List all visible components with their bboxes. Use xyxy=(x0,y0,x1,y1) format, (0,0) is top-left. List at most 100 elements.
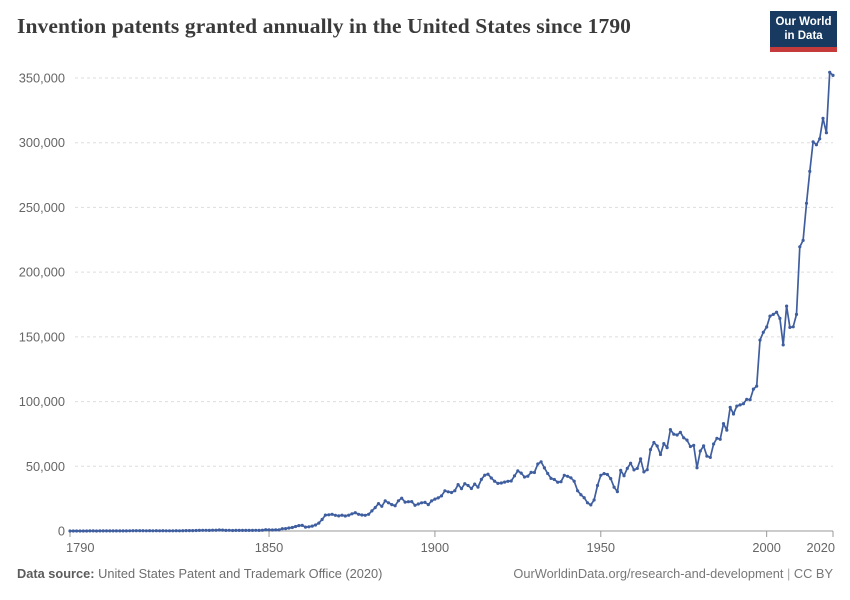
data-point xyxy=(317,521,321,525)
data-source: Data source: United States Patent and Tr… xyxy=(17,566,382,581)
data-point xyxy=(303,525,308,529)
data-point xyxy=(280,527,284,531)
data-point xyxy=(708,455,712,459)
x-axis-tick-label: 2020 xyxy=(807,540,835,555)
data-point xyxy=(748,398,752,402)
license-label: CC BY xyxy=(793,566,833,581)
data-point xyxy=(668,428,673,432)
data-point xyxy=(715,436,719,440)
data-point xyxy=(731,412,736,416)
data-point xyxy=(436,496,440,500)
data-point xyxy=(333,513,337,517)
data-point xyxy=(307,525,311,529)
data-point xyxy=(98,529,102,533)
data-point xyxy=(473,482,477,486)
data-point xyxy=(775,310,779,314)
data-point xyxy=(718,437,722,441)
data-point xyxy=(274,528,278,532)
data-point xyxy=(566,474,570,478)
data-point xyxy=(439,494,444,498)
data-point xyxy=(658,452,663,457)
data-point xyxy=(546,471,550,476)
data-point xyxy=(264,528,268,532)
data-point xyxy=(257,528,261,533)
data-point xyxy=(665,446,669,450)
data-point xyxy=(585,501,590,505)
data-point xyxy=(320,517,324,522)
data-source-value: United States Patent and Trademark Offic… xyxy=(94,566,383,581)
data-point xyxy=(476,485,480,489)
data-point xyxy=(433,497,437,501)
data-point xyxy=(629,461,633,465)
data-point xyxy=(327,513,331,517)
data-point xyxy=(814,143,819,147)
data-point xyxy=(828,70,832,74)
data-point xyxy=(456,483,460,487)
data-point xyxy=(81,529,85,533)
data-point xyxy=(204,528,208,532)
data-point xyxy=(529,470,533,474)
data-point xyxy=(758,338,762,342)
data-point xyxy=(400,496,404,500)
data-point xyxy=(244,528,248,533)
data-point xyxy=(410,500,414,504)
x-axis-tick-label: 1900 xyxy=(421,540,449,555)
y-axis-tick-label: 0 xyxy=(58,524,65,539)
owid-link[interactable]: OurWorldinData.org/research-and-developm… xyxy=(513,566,784,581)
data-point xyxy=(363,513,367,517)
data-point xyxy=(798,245,802,249)
data-point xyxy=(751,387,756,391)
x-axis-tick-label: 2000 xyxy=(752,540,780,555)
data-point xyxy=(705,454,709,458)
data-point xyxy=(463,482,467,486)
data-point xyxy=(71,529,75,533)
data-point xyxy=(755,384,759,388)
data-point xyxy=(811,140,815,144)
data-point xyxy=(556,480,560,484)
x-axis-tick-label: 1950 xyxy=(587,540,615,555)
data-point xyxy=(466,483,470,488)
data-point xyxy=(337,514,341,518)
data-point xyxy=(194,528,198,533)
data-point xyxy=(785,304,789,308)
data-point xyxy=(648,448,653,452)
data-point xyxy=(386,501,391,505)
data-point xyxy=(771,312,775,316)
data-point xyxy=(738,403,742,407)
data-point xyxy=(735,404,739,408)
data-point xyxy=(94,529,99,533)
data-point xyxy=(712,442,716,446)
data-point xyxy=(662,442,666,446)
data-point xyxy=(569,476,573,480)
data-point xyxy=(191,529,195,533)
data-point xyxy=(201,528,205,532)
data-point xyxy=(572,479,576,483)
data-point xyxy=(413,503,417,507)
data-point xyxy=(144,529,148,533)
data-point xyxy=(612,485,616,489)
data-point xyxy=(559,480,563,484)
data-point xyxy=(124,529,128,533)
data-point xyxy=(121,529,125,533)
data-point xyxy=(768,314,772,318)
data-point xyxy=(678,430,683,434)
data-point xyxy=(582,496,586,500)
data-point xyxy=(197,528,201,533)
data-point xyxy=(290,525,294,530)
data-point xyxy=(745,397,749,401)
data-point xyxy=(104,529,109,533)
data-point xyxy=(254,528,258,532)
data-point xyxy=(68,529,72,533)
data-point xyxy=(675,433,679,437)
data-point xyxy=(85,529,89,533)
data-point xyxy=(393,504,397,508)
attribution: OurWorldinData.org/research-and-developm… xyxy=(513,566,833,581)
data-point xyxy=(794,312,799,316)
data-point xyxy=(370,509,374,513)
data-point xyxy=(698,449,702,453)
y-axis-tick-label: 200,000 xyxy=(19,265,65,280)
data-line xyxy=(69,71,834,532)
owid-logo-line2: in Data xyxy=(784,29,823,42)
data-point xyxy=(592,498,596,502)
